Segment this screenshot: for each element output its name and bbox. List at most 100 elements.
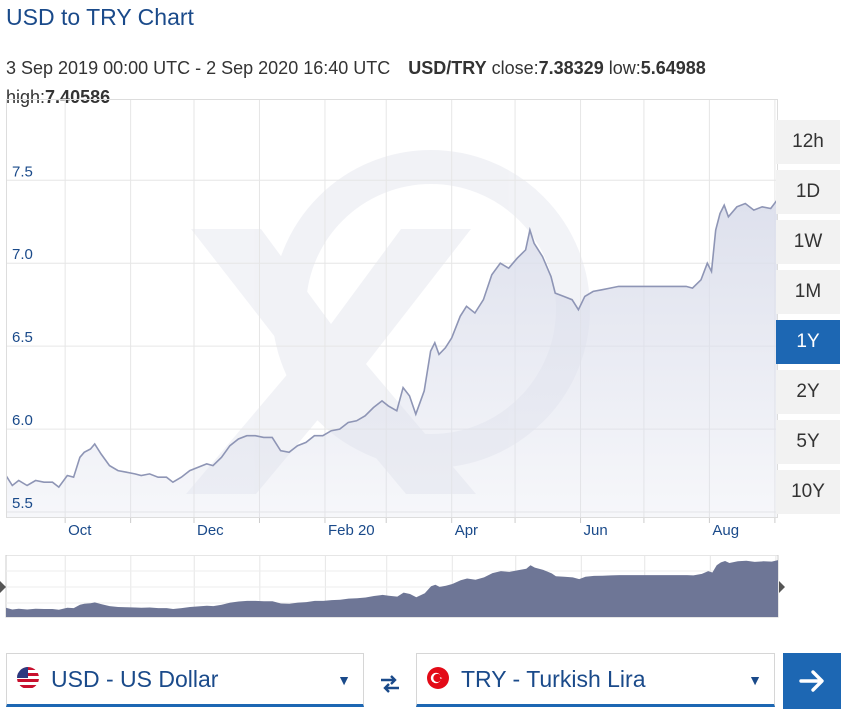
navigator-right-handle-icon[interactable] xyxy=(779,581,785,593)
low-value: 5.64988 xyxy=(640,58,706,78)
data-point xyxy=(171,480,175,484)
data-point xyxy=(329,429,333,433)
data-point xyxy=(116,469,120,473)
data-point xyxy=(211,464,215,468)
range-button-1y[interactable]: 1Y xyxy=(776,320,840,364)
data-point xyxy=(437,352,441,356)
data-point xyxy=(576,308,580,312)
chevron-down-icon: ▼ xyxy=(337,672,351,688)
data-point xyxy=(490,273,494,277)
data-point xyxy=(165,475,169,479)
data-point xyxy=(205,462,209,466)
data-point xyxy=(346,421,350,425)
data-point xyxy=(570,298,574,302)
rate-chart[interactable]: 5.5 6.0 6.5 7.0 7.5 Oct Dec Feb 20 Apr Jun Aug xyxy=(6,99,778,545)
data-point xyxy=(99,452,103,456)
data-point xyxy=(450,336,454,340)
range-button-12h[interactable]: 12h xyxy=(776,120,840,164)
range-button-10y[interactable]: 10Y xyxy=(776,470,840,514)
range-button-1m[interactable]: 1M xyxy=(776,270,840,314)
x-tick-label: Dec xyxy=(197,522,224,539)
close-label: close: xyxy=(491,58,539,78)
data-point xyxy=(549,275,553,279)
data-point xyxy=(287,450,291,454)
data-point xyxy=(515,256,519,260)
data-point xyxy=(139,474,143,478)
low-label: low: xyxy=(608,58,641,78)
data-point xyxy=(188,469,192,473)
data-point xyxy=(718,212,722,216)
chart-summary: 3 Sep 2019 00:00 UTC - 2 Sep 2020 16:40 … xyxy=(6,54,796,112)
close-value: 7.38329 xyxy=(538,58,604,78)
data-point xyxy=(312,434,316,438)
data-point xyxy=(321,434,325,438)
data-point xyxy=(481,298,485,302)
data-point xyxy=(34,479,38,483)
swap-currencies-icon[interactable] xyxy=(378,672,402,696)
data-point xyxy=(617,284,621,288)
time-range-selector: 12h 1D 1W 1M 1Y 2Y 5Y 10Y xyxy=(776,120,840,520)
data-point xyxy=(72,475,76,479)
y-tick-label: 7.0 xyxy=(12,246,33,263)
data-point xyxy=(380,399,384,403)
data-point xyxy=(133,472,137,476)
data-point xyxy=(355,419,359,423)
data-point xyxy=(532,241,536,245)
navigator-chart[interactable] xyxy=(0,555,790,619)
high-value: 7.40586 xyxy=(45,87,111,107)
data-point xyxy=(760,205,764,209)
data-point xyxy=(372,406,376,410)
page-title: USD to TRY Chart xyxy=(6,4,194,30)
range-button-5y[interactable]: 5Y xyxy=(776,420,840,464)
data-point xyxy=(179,475,183,479)
to-currency-label: TRY - Turkish Lira xyxy=(461,666,646,692)
data-point xyxy=(507,266,511,270)
navigator-left-handle-icon[interactable] xyxy=(0,581,6,593)
x-tick-label: Feb 20 xyxy=(328,522,375,539)
data-point xyxy=(78,455,82,459)
data-point xyxy=(236,437,240,441)
x-tick-label: Jun xyxy=(584,522,608,539)
data-point xyxy=(705,261,709,265)
to-currency-select[interactable]: TRY - Turkish Lira ▼ xyxy=(416,653,775,707)
data-point xyxy=(57,485,61,489)
data-point xyxy=(82,450,86,454)
data-point xyxy=(262,435,266,439)
data-point xyxy=(667,284,671,288)
date-range-text: 3 Sep 2019 00:00 UTC - 2 Sep 2020 16:40 … xyxy=(6,58,391,78)
data-point xyxy=(541,255,545,259)
data-point xyxy=(625,284,629,288)
data-point xyxy=(743,202,747,206)
data-point xyxy=(562,294,566,298)
y-tick-label: 7.5 xyxy=(12,163,33,180)
from-currency-select[interactable]: USD - US Dollar ▼ xyxy=(6,653,364,707)
data-point xyxy=(363,414,367,418)
data-point xyxy=(253,434,257,438)
data-point xyxy=(65,474,69,478)
chevron-down-icon: ▼ xyxy=(748,672,762,688)
range-button-1w[interactable]: 1W xyxy=(776,220,840,264)
rate-line xyxy=(6,199,778,489)
y-tick-label: 6.5 xyxy=(12,329,33,346)
data-point xyxy=(42,480,46,484)
data-point xyxy=(433,341,437,345)
data-point xyxy=(726,215,730,219)
data-point xyxy=(650,284,654,288)
data-point xyxy=(17,479,21,483)
data-point xyxy=(270,435,274,439)
data-point xyxy=(591,289,595,293)
data-point xyxy=(296,444,300,448)
data-point xyxy=(769,207,773,211)
range-button-1d[interactable]: 1D xyxy=(776,170,840,214)
data-point xyxy=(304,440,308,444)
range-button-2y[interactable]: 2Y xyxy=(776,370,840,414)
data-point xyxy=(634,284,638,288)
data-point xyxy=(156,475,160,479)
x-tick-label: Aug xyxy=(712,522,739,539)
data-point xyxy=(338,427,342,431)
data-point xyxy=(699,278,703,282)
data-point xyxy=(659,284,663,288)
turkey-flag-icon xyxy=(427,667,449,689)
view-chart-button[interactable] xyxy=(783,653,841,709)
data-point xyxy=(93,442,97,446)
